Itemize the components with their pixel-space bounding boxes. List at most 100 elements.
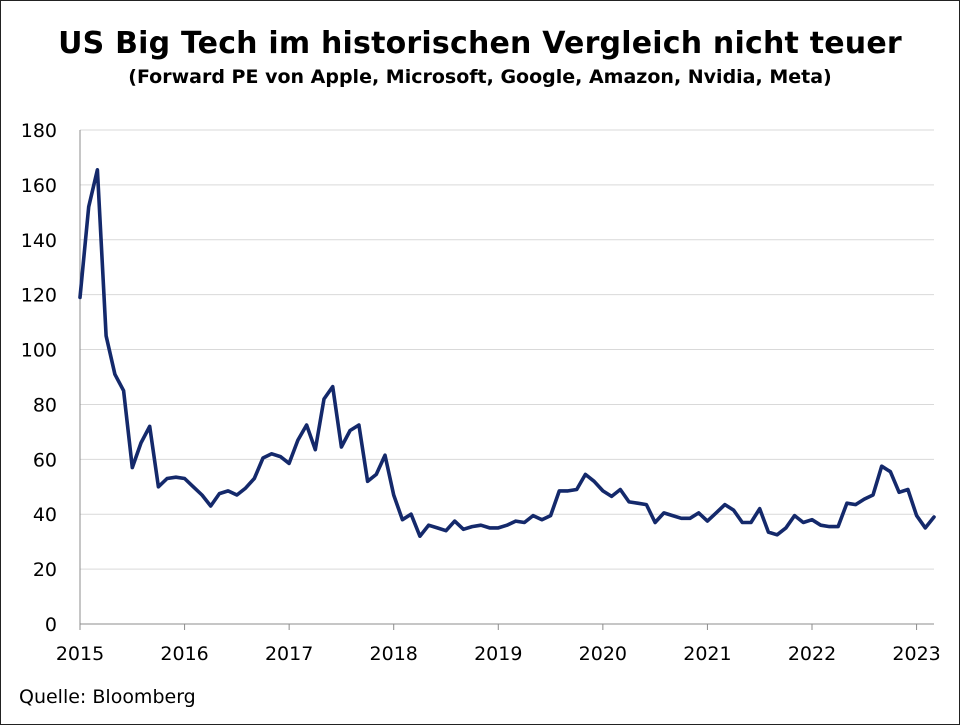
x-tick-label: 2019 [474, 643, 522, 665]
data-point [488, 526, 492, 530]
data-point [270, 452, 274, 456]
data-point [801, 521, 805, 525]
y-tick-label: 0 [45, 614, 57, 636]
source-note: Quelle: Bloomberg [19, 686, 196, 708]
data-point [470, 525, 474, 529]
data-point [897, 490, 901, 494]
data-point [531, 514, 535, 518]
data-point [566, 489, 570, 493]
y-tick-label: 120 [21, 285, 57, 307]
data-point [505, 523, 509, 527]
data-point [130, 466, 134, 470]
data-point [87, 205, 91, 209]
data-point [714, 511, 718, 515]
data-point [453, 519, 457, 523]
data-point [435, 526, 439, 530]
data-point [139, 441, 143, 445]
data-point [557, 489, 561, 493]
data-point [244, 486, 248, 490]
data-point [679, 517, 683, 521]
y-tick-label: 20 [33, 559, 57, 581]
data-point [296, 438, 300, 442]
data-point [427, 523, 431, 527]
y-tick-label: 180 [21, 120, 57, 142]
data-point [383, 453, 387, 457]
data-point [627, 500, 631, 504]
data-point [322, 397, 326, 401]
data-point [183, 477, 187, 481]
data-point [523, 521, 527, 525]
data-point [209, 504, 213, 508]
data-point [462, 528, 466, 532]
data-point [104, 334, 108, 338]
data-point [331, 385, 335, 389]
data-point [357, 423, 361, 427]
data-point [78, 296, 82, 300]
data-point [923, 526, 927, 530]
data-point [697, 511, 701, 515]
data-point [374, 473, 378, 477]
data-point [366, 479, 370, 483]
data-point [740, 521, 744, 525]
y-tick-label: 140 [21, 230, 57, 252]
y-tick-label: 60 [33, 449, 57, 471]
y-tick-label: 160 [21, 175, 57, 197]
data-point [348, 429, 352, 433]
data-point [418, 534, 422, 538]
data-point [767, 530, 771, 534]
data-point [784, 526, 788, 530]
x-tick-label: 2023 [892, 643, 940, 665]
x-tick-label: 2016 [160, 643, 208, 665]
data-point [706, 519, 710, 523]
data-point [148, 425, 152, 429]
data-point [671, 514, 675, 518]
data-point [775, 533, 779, 537]
data-point [880, 464, 884, 468]
data-point [662, 511, 666, 515]
data-point [165, 477, 169, 481]
data-point [235, 493, 239, 497]
data-point [906, 488, 910, 492]
data-point [854, 503, 858, 507]
data-point [819, 523, 823, 527]
data-point [252, 477, 256, 481]
data-point [261, 456, 265, 460]
data-point [479, 523, 483, 527]
data-point [122, 389, 126, 393]
x-tick-label: 2020 [579, 643, 627, 665]
data-point [749, 521, 753, 525]
data-point [732, 508, 736, 512]
x-tick-label: 2015 [56, 643, 104, 665]
data-point [575, 488, 579, 492]
data-point [610, 495, 614, 499]
data-point [653, 521, 657, 525]
data-point [836, 525, 840, 529]
data-point [218, 492, 222, 496]
data-point [392, 493, 396, 497]
data-point [828, 525, 832, 529]
y-tick-label: 80 [33, 394, 57, 416]
data-point [191, 485, 195, 489]
data-point [226, 489, 230, 493]
data-point [618, 488, 622, 492]
data-point [810, 518, 814, 522]
data-point [174, 475, 178, 479]
y-tick-label: 40 [33, 504, 57, 526]
data-point [845, 501, 849, 505]
data-point [496, 526, 500, 530]
data-point [409, 512, 413, 516]
data-point [688, 517, 692, 521]
data-point [340, 445, 344, 449]
x-tick-label: 2021 [683, 643, 731, 665]
data-point [592, 479, 596, 483]
x-tick-label: 2017 [265, 643, 313, 665]
data-point [313, 448, 317, 452]
data-point [889, 470, 893, 474]
data-point [584, 473, 588, 477]
data-point [636, 501, 640, 505]
series-line-forward-pe [78, 168, 936, 539]
data-point [862, 497, 866, 501]
data-point [113, 372, 117, 376]
data-point [549, 514, 553, 518]
